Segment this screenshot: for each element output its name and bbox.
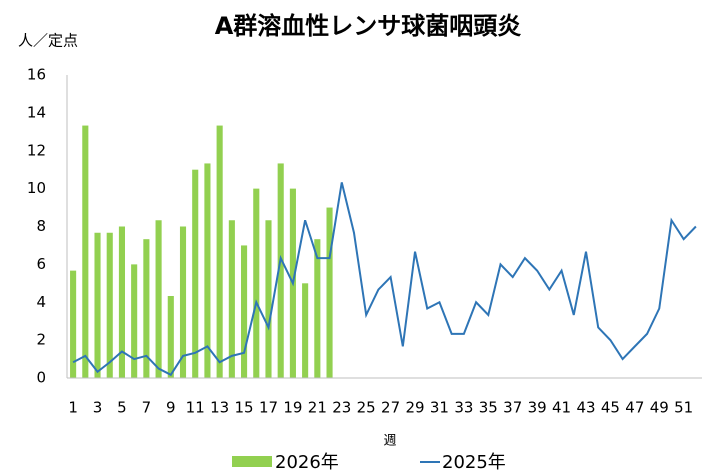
bar	[253, 188, 260, 378]
bar	[106, 232, 113, 378]
x-tick-label: 23	[332, 399, 351, 417]
bar	[241, 245, 248, 378]
x-tick-label: 45	[601, 399, 620, 417]
y-tick-label: 0	[36, 369, 46, 387]
legend-swatch	[232, 456, 272, 467]
x-tick-label: 47	[625, 399, 644, 417]
bar	[143, 239, 150, 378]
x-tick-label: 19	[283, 399, 302, 417]
legend-label: 2026年	[275, 452, 339, 473]
x-tick-label: 33	[454, 399, 473, 417]
x-tick-label: 27	[381, 399, 400, 417]
bar	[302, 283, 309, 378]
x-tick-label: 37	[503, 399, 522, 417]
x-tick-label: 49	[650, 399, 669, 417]
bar	[314, 239, 321, 378]
line	[72, 182, 697, 377]
x-tick-label: 25	[357, 399, 376, 417]
x-tick-label: 13	[210, 399, 229, 417]
chart-title: A群溶血性レンサ球菌咽頭炎	[215, 12, 522, 40]
x-tick-label: 9	[166, 399, 176, 417]
x-tick-label: 43	[576, 399, 595, 417]
bar	[118, 226, 126, 378]
bar	[155, 220, 162, 378]
bar	[204, 163, 211, 378]
x-tick-label: 3	[93, 399, 103, 417]
y-tick-label: 2	[36, 331, 46, 349]
x-tick-label: 21	[308, 399, 327, 417]
x-tick-label: 11	[186, 399, 205, 417]
y-tick-label: 12	[27, 141, 46, 159]
bar	[131, 264, 138, 378]
bar	[192, 169, 199, 378]
bar	[216, 125, 223, 378]
x-tick-label: 31	[430, 399, 449, 417]
y-axis-label: 人／定点	[18, 32, 78, 50]
x-tick-label: 1	[68, 399, 78, 417]
bar	[167, 296, 174, 378]
x-tick-label: 15	[235, 399, 254, 417]
bar	[82, 125, 89, 378]
x-tick-label: 7	[142, 399, 152, 417]
bar	[277, 163, 284, 378]
legend-label: 2025年	[442, 452, 506, 473]
x-tick-label: 17	[259, 399, 278, 417]
x-tick-label: 39	[528, 399, 547, 417]
x-tick-label: 41	[552, 399, 571, 417]
bar	[94, 232, 101, 378]
y-tick-label: 6	[36, 255, 46, 273]
x-tick-label: 29	[405, 399, 424, 417]
y-tick-label: 16	[27, 66, 46, 84]
y-tick-label: 4	[36, 293, 46, 311]
y-tick-label: 8	[36, 217, 46, 235]
x-tick-label: 51	[674, 399, 693, 417]
y-tick-label: 10	[27, 179, 46, 197]
x-tick-label: 5	[117, 399, 127, 417]
bar	[265, 220, 272, 378]
bar	[326, 207, 333, 378]
x-axis-label: 週	[383, 434, 396, 449]
x-tick-label: 35	[479, 399, 498, 417]
bar	[228, 220, 235, 378]
bar	[70, 270, 77, 378]
bar	[179, 226, 187, 378]
y-tick-label: 14	[27, 103, 46, 121]
